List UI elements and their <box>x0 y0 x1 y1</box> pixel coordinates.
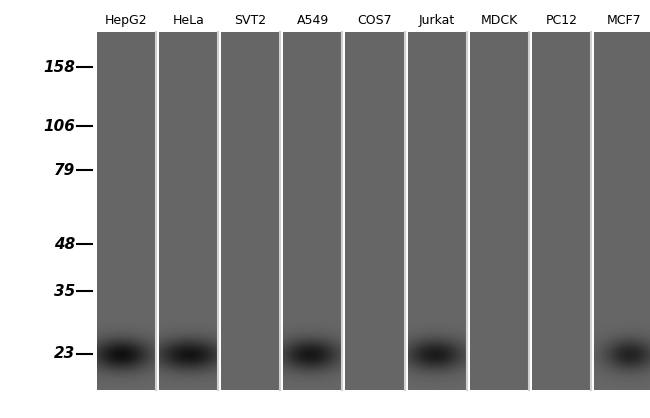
Text: 35: 35 <box>54 284 75 298</box>
Text: PC12: PC12 <box>545 14 578 27</box>
Text: SVT2: SVT2 <box>235 14 266 27</box>
Text: HeLa: HeLa <box>172 14 204 27</box>
Text: 158: 158 <box>43 59 75 74</box>
Text: Jurkat: Jurkat <box>419 14 456 27</box>
Text: MCF7: MCF7 <box>606 14 641 27</box>
Text: MDCK: MDCK <box>481 14 518 27</box>
Text: COS7: COS7 <box>358 14 393 27</box>
Text: 106: 106 <box>43 119 75 134</box>
Text: HepG2: HepG2 <box>105 14 148 27</box>
Text: 48: 48 <box>54 237 75 252</box>
Text: 79: 79 <box>54 163 75 178</box>
Text: A549: A549 <box>296 14 329 27</box>
Text: 23: 23 <box>54 346 75 361</box>
